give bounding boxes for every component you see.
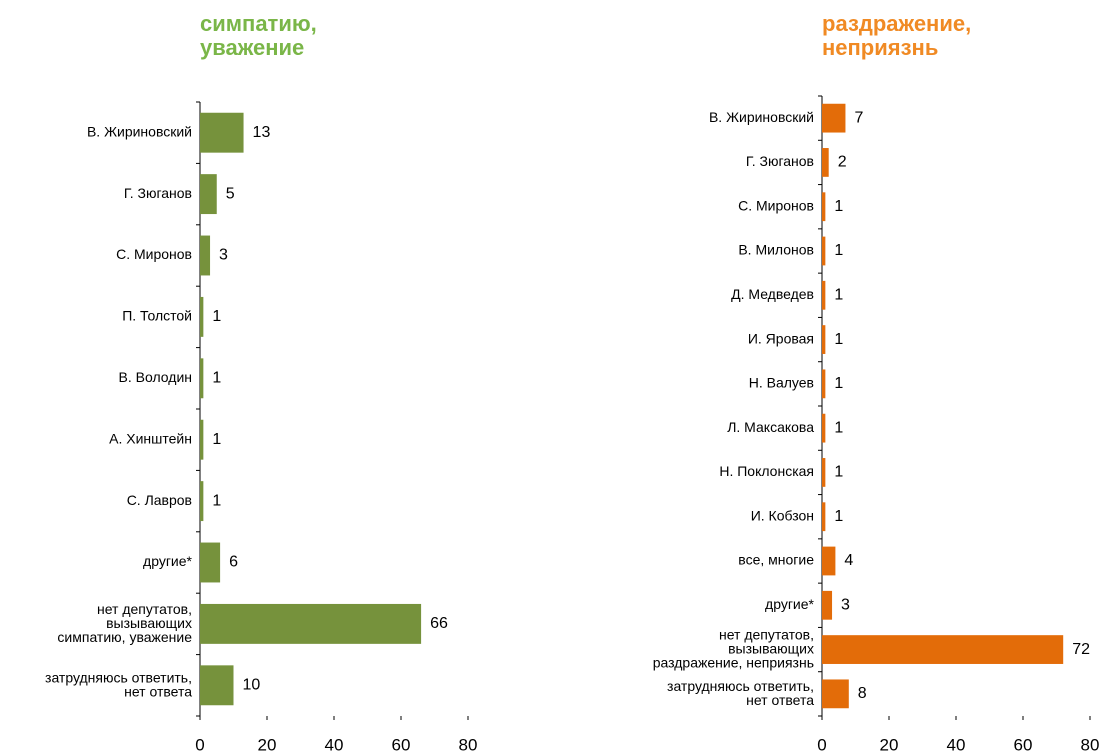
bar	[200, 174, 217, 215]
category-label: Н. Поклонская	[719, 463, 814, 479]
value-label: 1	[834, 198, 843, 215]
bar	[822, 148, 829, 177]
bar	[822, 236, 826, 266]
value-label: 1	[834, 287, 843, 304]
category-label: нет депутатов, вызывающих раздражение, неп…	[653, 626, 814, 670]
category-label: В. Володин	[119, 369, 192, 385]
bar	[822, 413, 826, 443]
bar	[822, 546, 836, 576]
bar	[200, 235, 211, 276]
bar	[200, 603, 422, 644]
bar	[822, 502, 826, 532]
category-label: С. Лавров	[127, 492, 192, 508]
bar	[822, 192, 826, 222]
value-label: 1	[212, 492, 221, 509]
value-label: 4	[844, 552, 853, 569]
value-label: 1	[834, 375, 843, 392]
value-label: 3	[219, 247, 228, 264]
category-label: нет депутатов, вызывающих симпатию, уважен…	[57, 601, 192, 645]
category-label: И. Кобзон	[751, 507, 814, 523]
category-label: Н. Валуев	[749, 375, 814, 391]
x-tick-label: 40	[325, 735, 344, 754]
chart-title: симпатию, уважение	[200, 11, 317, 60]
bar	[822, 635, 1064, 664]
x-tick-label: 80	[459, 735, 478, 754]
value-label: 10	[243, 677, 261, 694]
value-label: 13	[253, 124, 271, 141]
category-label: затрудняюсь ответить, нет ответа	[667, 678, 814, 708]
value-label: 5	[226, 185, 235, 202]
x-tick-label: 20	[258, 735, 277, 754]
category-label: другие*	[765, 596, 815, 612]
x-tick-label: 60	[1014, 735, 1033, 754]
value-label: 3	[841, 597, 850, 614]
category-label: В. Жириновский	[87, 123, 192, 139]
category-label: все, многие	[738, 552, 814, 568]
category-label: П. Толстой	[122, 308, 192, 324]
x-tick-label: 60	[392, 735, 411, 754]
bar	[822, 280, 826, 310]
value-label: 66	[430, 615, 448, 632]
category-label: С. Миронов	[116, 246, 192, 262]
bar	[200, 112, 244, 153]
bar	[200, 419, 204, 460]
x-tick-label: 0	[817, 735, 826, 754]
x-tick-label: 40	[947, 735, 966, 754]
bar	[822, 325, 826, 354]
bar	[200, 481, 204, 522]
x-tick-label: 0	[195, 735, 204, 754]
bar	[200, 665, 234, 706]
bar	[200, 358, 204, 399]
value-label: 1	[212, 431, 221, 448]
value-label: 7	[854, 109, 863, 126]
bar	[200, 542, 221, 583]
category-label: И. Яровая	[748, 330, 814, 346]
category-label: Д. Медведев	[731, 286, 814, 302]
value-label: 1	[834, 419, 843, 436]
value-label: 8	[858, 685, 867, 702]
category-label: Л. Максакова	[727, 419, 814, 435]
bar	[822, 458, 826, 487]
category-label: А. Хинштейн	[109, 430, 192, 446]
value-label: 72	[1072, 641, 1090, 658]
category-label: Г. Зюганов	[746, 153, 814, 169]
value-label: 1	[834, 242, 843, 259]
value-label: 1	[834, 331, 843, 348]
category-label: В. Жириновский	[709, 109, 814, 125]
x-tick-label: 20	[880, 735, 899, 754]
value-label: 1	[834, 508, 843, 525]
category-label: В. Милонов	[738, 242, 814, 258]
chart-title: раздражение, неприязнь	[822, 11, 971, 60]
value-label: 6	[229, 554, 238, 571]
category-label: другие*	[143, 553, 193, 569]
bar	[200, 296, 204, 337]
value-label: 2	[838, 154, 847, 171]
value-label: 1	[212, 370, 221, 387]
bar	[822, 369, 826, 399]
category-label: Г. Зюганов	[124, 185, 192, 201]
category-label: С. Миронов	[738, 197, 814, 213]
bar	[822, 590, 833, 620]
x-tick-label: 80	[1081, 735, 1100, 754]
bar	[822, 103, 846, 133]
bar	[822, 679, 849, 709]
category-label: затрудняюсь ответить, нет ответа	[45, 669, 192, 699]
value-label: 1	[212, 308, 221, 325]
value-label: 1	[834, 464, 843, 481]
